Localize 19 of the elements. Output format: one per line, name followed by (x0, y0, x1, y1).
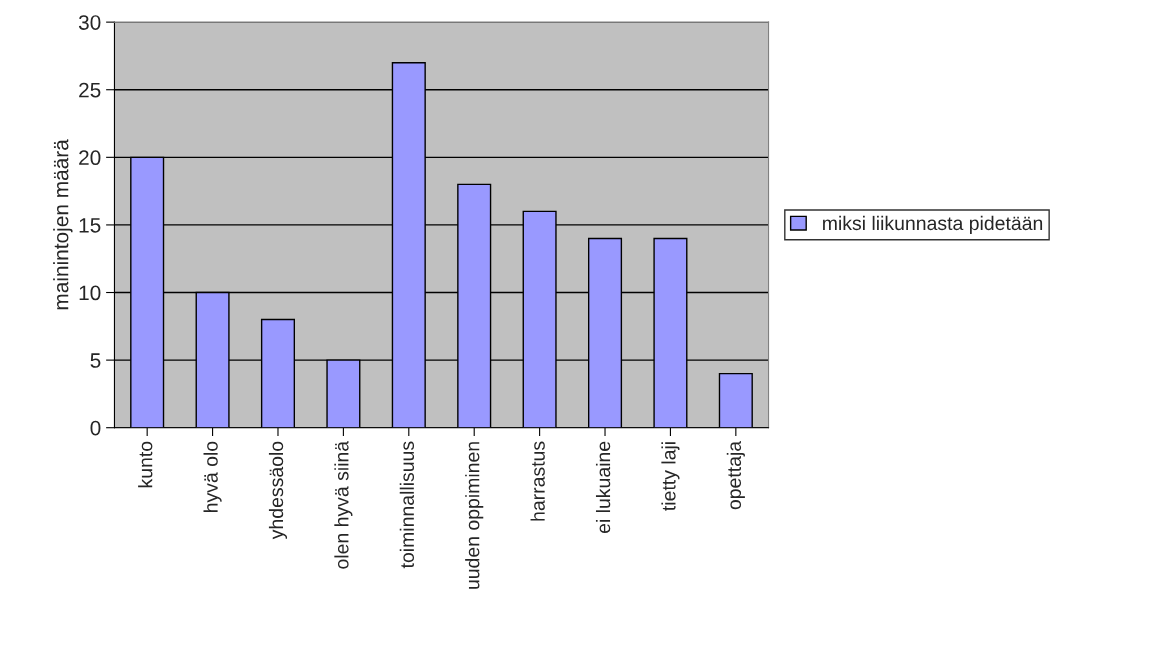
y-tick-label: 10 (79, 285, 101, 301)
x-tick-label: olen hyvä siinä (334, 440, 353, 569)
y-tick-label: 5 (90, 353, 101, 368)
x-tick-label: harrastus (530, 441, 545, 521)
y-axis-title: mainintojen määrä (53, 139, 73, 310)
y-tick-label: 15 (79, 218, 101, 233)
x-tick-label: tietty laji (661, 442, 680, 511)
x-tick-label: ei lukuaine (595, 441, 611, 534)
x-tick-label: hyvä olo (203, 441, 222, 512)
x-tick-label: kunto (138, 441, 153, 488)
y-tick-label: 20 (79, 150, 101, 166)
x-tick-label: toiminnallisuus (399, 441, 415, 569)
y-tick-label: 0 (90, 420, 101, 436)
y-tick-label: 30 (78, 15, 101, 30)
y-tick-label: 25 (79, 82, 101, 98)
legend-label: miksi liikunnasta pidetään (823, 215, 1043, 234)
x-tick-label: uuden oppiminen (465, 442, 484, 589)
x-tick-label: yhdessäolo (268, 441, 288, 540)
x-tick-label: opettaja (726, 440, 745, 510)
